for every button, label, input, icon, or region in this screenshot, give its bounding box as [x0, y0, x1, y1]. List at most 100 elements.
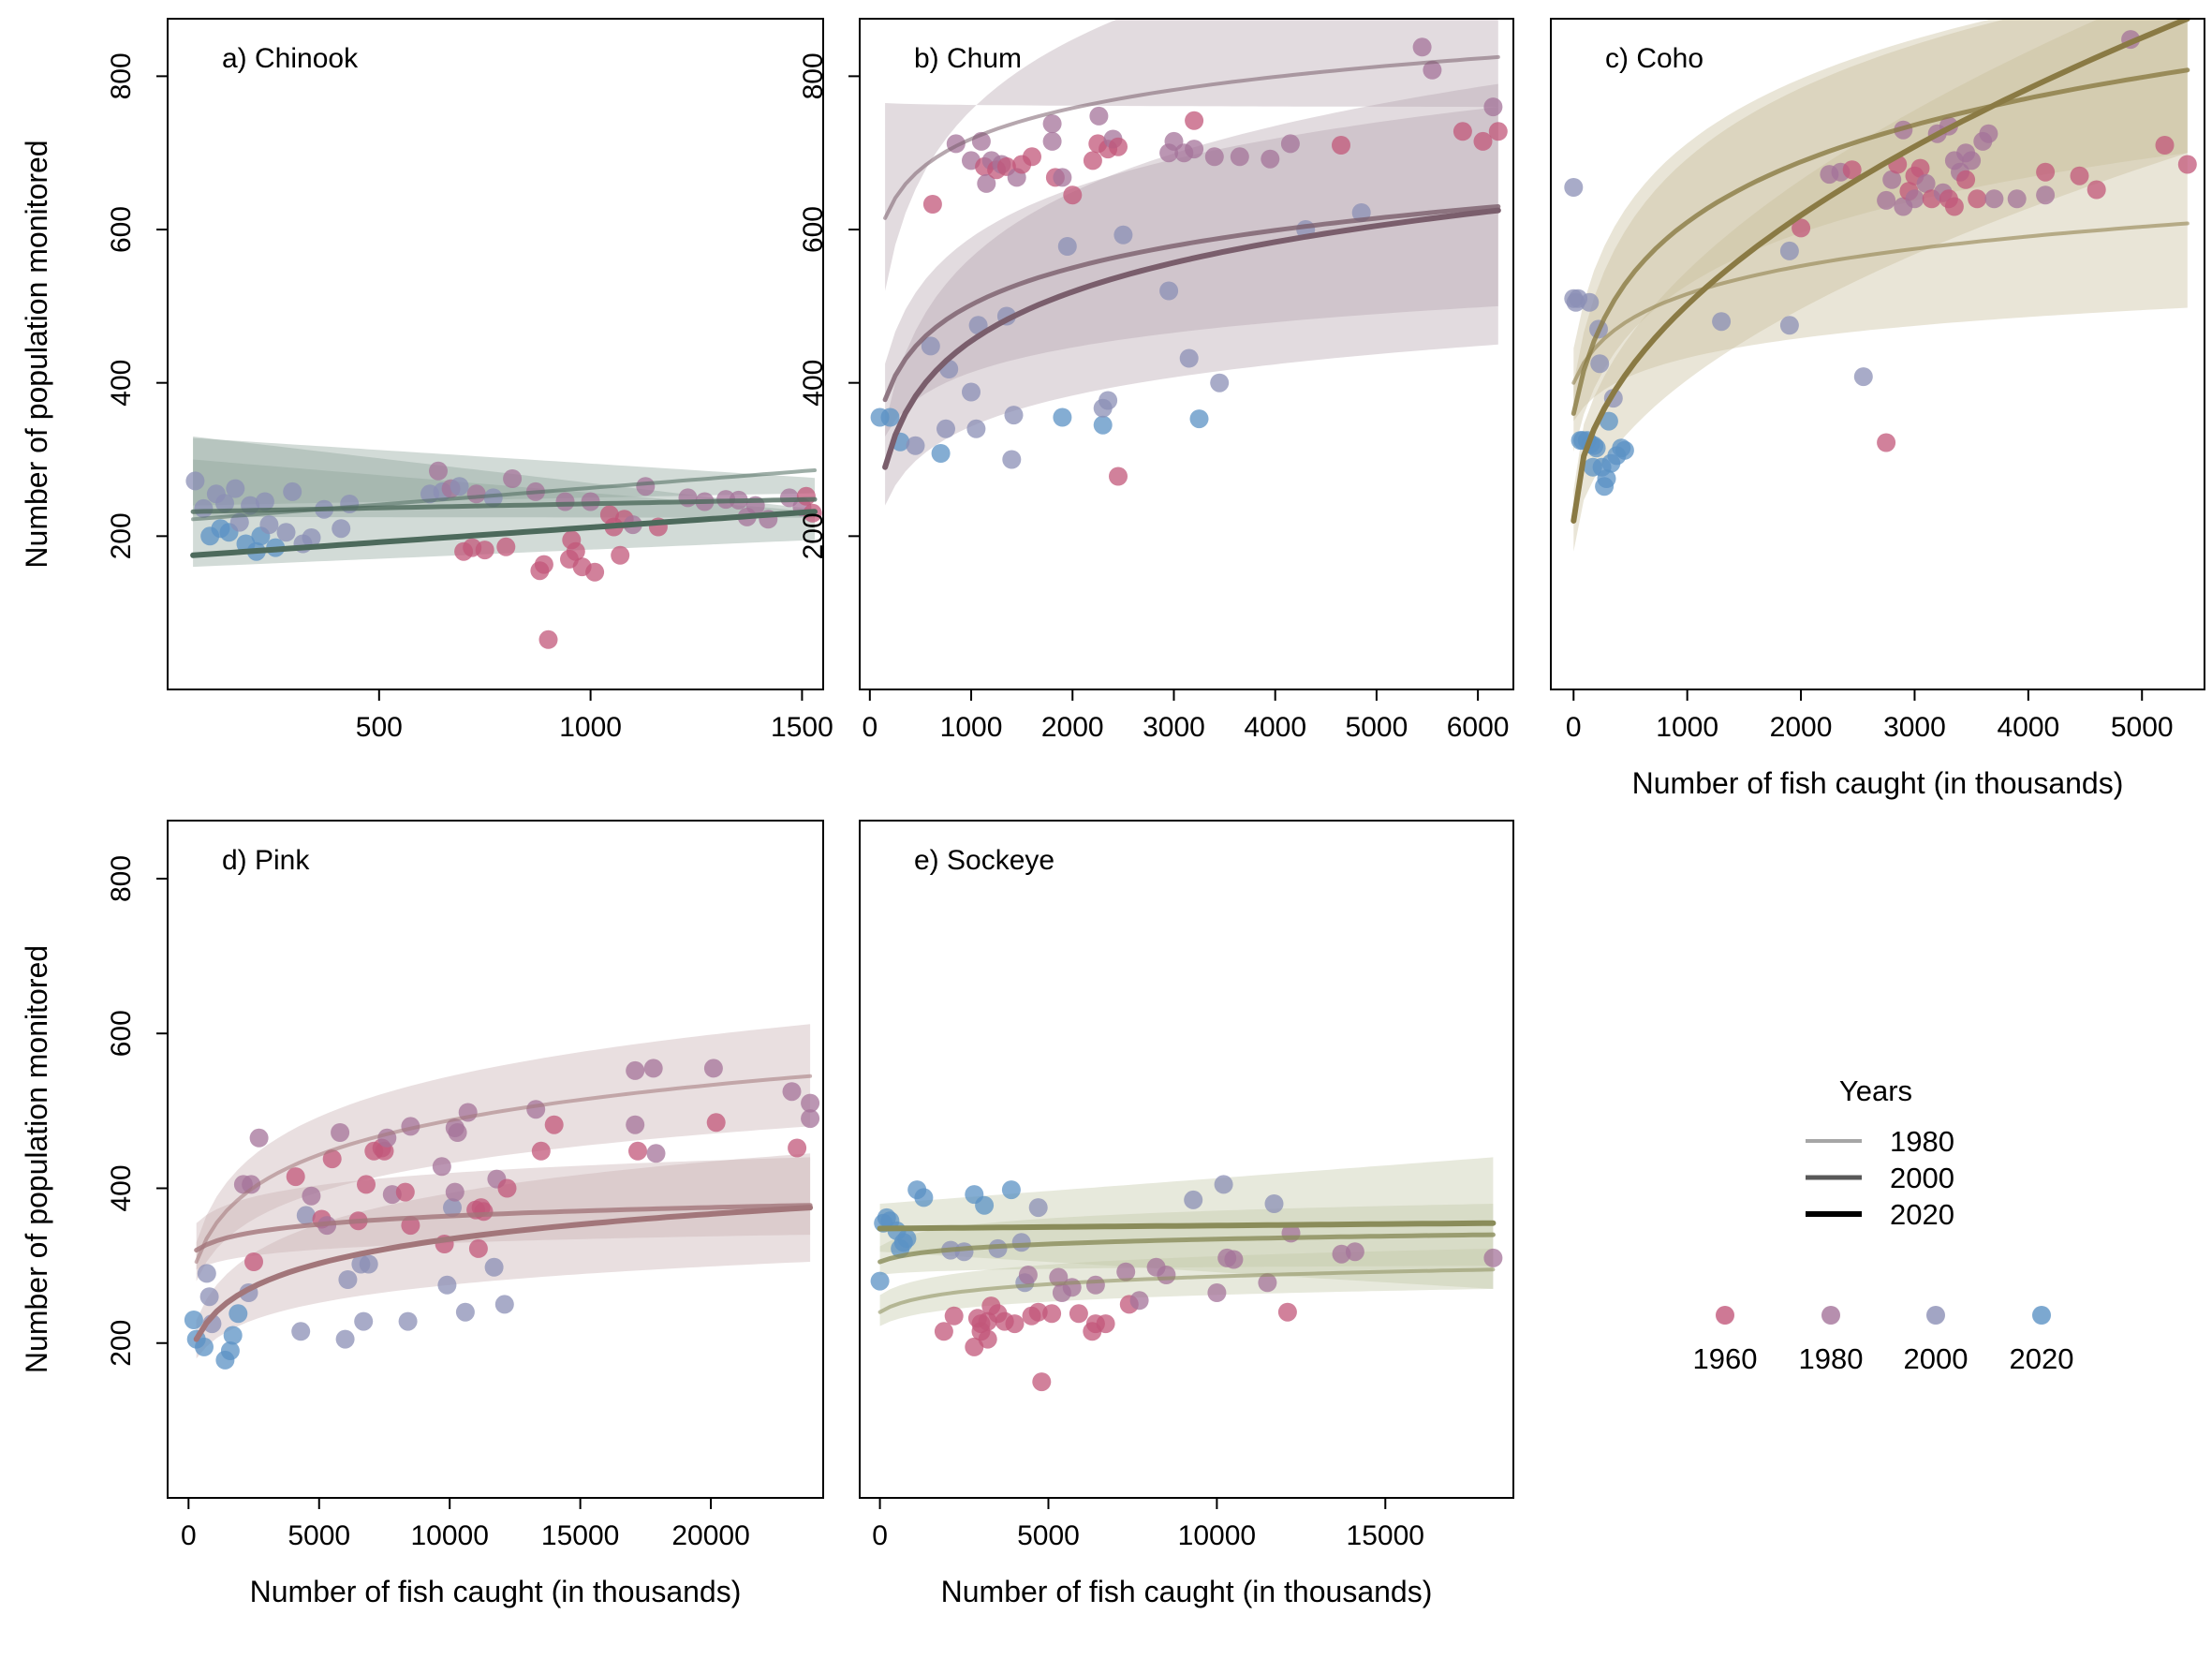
data-point [283, 481, 302, 501]
y-tick-label: 800 [798, 52, 829, 99]
data-point [934, 1322, 953, 1341]
confidence-band-2000 [885, 107, 1498, 437]
data-point [1944, 197, 1964, 216]
data-point [1032, 1372, 1052, 1392]
y-axis-title: Number of population monitored [20, 140, 53, 568]
data-point [197, 1264, 216, 1283]
data-point [1224, 1250, 1244, 1269]
data-point [331, 1123, 350, 1142]
data-point [448, 1123, 467, 1142]
data-point [354, 1311, 374, 1331]
panel-e-sockeye: e) Sockeye 0 5000 10000 15000 Number of fish … [859, 820, 1514, 1608]
data-point [322, 1149, 342, 1169]
data-point [1053, 407, 1072, 427]
x-tick-label: 500 [356, 712, 403, 743]
data-point [1597, 469, 1616, 488]
data-point [302, 1186, 321, 1206]
x-tick-label: 5000 [1017, 1520, 1080, 1551]
data-point [1615, 440, 1634, 460]
data-point [1185, 111, 1204, 130]
panel-frame [859, 18, 1514, 690]
data-point [1179, 348, 1199, 368]
data-point [432, 1157, 451, 1177]
data-point [229, 1304, 248, 1324]
data-point [870, 1271, 890, 1291]
data-point [962, 382, 981, 402]
data-point [1116, 1262, 1136, 1281]
data-point [1053, 168, 1072, 187]
data-point [1099, 391, 1118, 410]
data-point [185, 471, 205, 491]
confidence-band-2020 [1573, 19, 2188, 552]
fit-line-2000 [194, 1203, 813, 1253]
data-point [474, 1202, 494, 1222]
data-point [1332, 136, 1350, 155]
x-tick-label: 5000 [1346, 712, 1408, 743]
x-tick-label: 15000 [1347, 1520, 1424, 1551]
data-point [226, 479, 245, 498]
data-point [1157, 1266, 1176, 1284]
confidence-band-2020 [885, 83, 1498, 506]
data-point [291, 1322, 311, 1341]
data-point [931, 444, 951, 463]
x-tick-label: 0 [1566, 712, 1582, 743]
x-tick-label: 5000 [2111, 712, 2174, 743]
legend-line-entries: 1980 2000 2020 [1806, 1125, 1954, 1231]
data-point [215, 494, 234, 513]
plot-area [185, 437, 822, 649]
data-point [914, 1188, 934, 1207]
x-tick-label: 2000 [1041, 712, 1104, 743]
data-point [244, 1252, 263, 1271]
fit-line-1980 [194, 1074, 813, 1264]
data-point [259, 515, 279, 535]
data-point [1580, 292, 1600, 312]
data-point [944, 1306, 964, 1326]
data-point [249, 1128, 269, 1148]
data-point [1011, 1233, 1031, 1252]
legend-point-2000 [1926, 1306, 1945, 1325]
data-point [1779, 241, 1799, 260]
x-tick-label: 6000 [1447, 712, 1510, 743]
y-axis-title: Number of population monitored [20, 945, 53, 1373]
panel-a-chinook: a) Chinook 500 1000 1500 200 400 600 800 Number … [20, 18, 833, 743]
data-point [1204, 147, 1224, 167]
data-point [1185, 140, 1204, 159]
data-point [494, 1295, 514, 1314]
data-point [276, 523, 296, 542]
data-point [1184, 1190, 1203, 1209]
confidence-band-2020 [196, 1153, 811, 1359]
plot-area [870, 1157, 1503, 1392]
x-tick-label: 1000 [1656, 712, 1718, 743]
legend-point-entries: 1960 1980 2000 2020 [1693, 1306, 2073, 1375]
data-point [1057, 237, 1077, 256]
data-point [395, 1182, 415, 1202]
data-point [1853, 367, 1873, 387]
legend-line-label: 2020 [1890, 1198, 1954, 1231]
data-point [544, 1115, 564, 1134]
data-point [1483, 97, 1503, 117]
fit-line-1980 [877, 1267, 1496, 1314]
data-point [897, 1229, 917, 1249]
data-point [497, 1178, 517, 1198]
x-tick-label: 5000 [288, 1520, 350, 1551]
data-point [646, 1144, 666, 1163]
data-point [1063, 185, 1083, 205]
data-point [1207, 1283, 1227, 1302]
x-tick-label: 0 [872, 1520, 888, 1551]
data-point [1042, 1304, 1062, 1324]
data-point [626, 1060, 645, 1080]
y-tick-label: 400 [798, 360, 829, 407]
data-point [1085, 1275, 1105, 1295]
fit-line-2020 [193, 1205, 814, 1342]
data-point [2070, 166, 2089, 185]
y-tick-label: 200 [106, 1320, 137, 1367]
fit-line-2020 [877, 1220, 1497, 1232]
data-point [223, 1326, 243, 1345]
data-point [611, 545, 630, 565]
data-point [1916, 173, 1936, 193]
x-tick-label: 1000 [940, 712, 1003, 743]
data-point [199, 1287, 219, 1307]
panel-title: a) Chinook [222, 43, 359, 74]
data-point [975, 1195, 995, 1215]
data-point [538, 630, 558, 649]
